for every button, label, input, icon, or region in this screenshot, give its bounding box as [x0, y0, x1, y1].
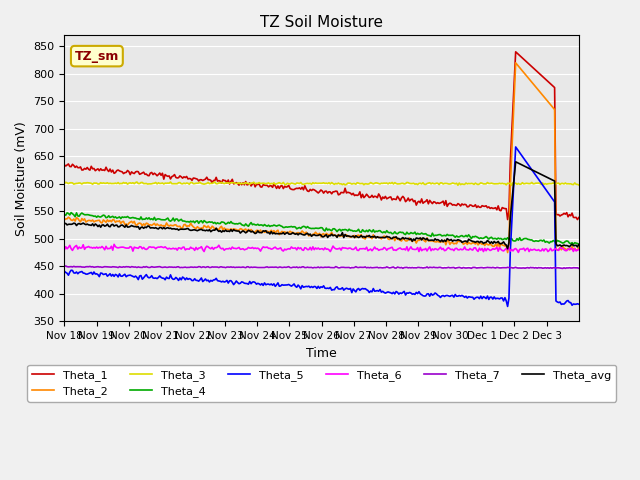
Theta_5 [78, 269, 86, 275]
Theta_7 [61, 264, 68, 269]
Theta_5 [61, 268, 68, 274]
Theta_3 [78, 181, 86, 187]
Theta_6 [573, 247, 581, 253]
Line: Theta_1: Theta_1 [65, 52, 579, 219]
Theta_4 [326, 227, 334, 233]
Theta_4 [79, 211, 87, 217]
Line: Theta_6: Theta_6 [65, 244, 579, 252]
Theta_4 [67, 210, 75, 216]
Line: Theta_avg: Theta_avg [65, 162, 579, 249]
Theta_1 [94, 166, 102, 172]
Line: Theta_2: Theta_2 [65, 63, 579, 252]
Theta_avg [61, 220, 68, 226]
Theta_5 [575, 301, 582, 307]
Theta_3 [575, 182, 582, 188]
Theta_6 [505, 245, 513, 251]
Theta_6 [575, 247, 582, 252]
Theta_3 [505, 180, 513, 186]
Theta_7 [429, 264, 436, 270]
Theta_4 [572, 240, 580, 246]
Theta_7 [62, 263, 70, 269]
Theta_3 [508, 182, 515, 188]
Line: Theta_3: Theta_3 [65, 182, 579, 185]
Theta_avg [94, 224, 102, 229]
Theta_2 [575, 245, 582, 251]
Line: Theta_5: Theta_5 [65, 147, 579, 306]
Theta_1 [575, 215, 582, 220]
Theta_1 [512, 49, 520, 55]
Theta_7 [79, 264, 87, 270]
Theta_1 [325, 189, 333, 194]
Theta_2 [504, 250, 511, 255]
Theta_6 [429, 246, 436, 252]
Theta_1 [428, 199, 435, 205]
Theta_6 [94, 245, 102, 251]
Theta_4 [505, 237, 513, 242]
Theta_1 [572, 215, 580, 220]
Theta_2 [94, 217, 102, 223]
Theta_5 [573, 301, 581, 307]
Theta_3 [429, 180, 436, 186]
Theta_1 [78, 167, 86, 173]
Theta_5 [428, 291, 435, 297]
Theta_4 [95, 214, 103, 220]
Theta_avg [504, 246, 511, 252]
Theta_5 [504, 303, 511, 309]
Theta_1 [504, 216, 511, 222]
X-axis label: Time: Time [306, 347, 337, 360]
Theta_1 [573, 216, 581, 222]
Theta_7 [559, 265, 566, 271]
Theta_3 [326, 181, 334, 187]
Theta_avg [428, 237, 435, 243]
Theta_avg [573, 244, 581, 250]
Theta_7 [505, 264, 513, 270]
Theta_2 [78, 216, 86, 221]
Theta_2 [573, 247, 581, 252]
Theta_6 [515, 250, 522, 255]
Theta_avg [78, 221, 86, 227]
Theta_7 [573, 265, 581, 271]
Theta_avg [325, 233, 333, 239]
Theta_avg [575, 241, 582, 247]
Theta_3 [94, 181, 102, 187]
Legend: Theta_1, Theta_2, Theta_3, Theta_4, Theta_5, Theta_6, Theta_7, Theta_avg: Theta_1, Theta_2, Theta_3, Theta_4, Thet… [28, 365, 616, 401]
Theta_3 [166, 179, 174, 185]
Theta_3 [573, 181, 581, 187]
Theta_5 [512, 144, 520, 150]
Theta_2 [512, 60, 520, 66]
Line: Theta_4: Theta_4 [65, 213, 579, 244]
Theta_4 [429, 230, 436, 236]
Theta_avg [505, 240, 513, 245]
Theta_7 [326, 264, 334, 270]
Theta_7 [95, 264, 103, 270]
Theta_avg [512, 159, 520, 165]
Line: Theta_7: Theta_7 [65, 266, 579, 268]
Theta_3 [61, 180, 68, 186]
Theta_6 [61, 247, 68, 252]
Theta_6 [110, 241, 118, 247]
Theta_1 [61, 162, 68, 168]
Theta_2 [505, 241, 513, 247]
Theta_7 [575, 265, 582, 271]
Theta_6 [326, 249, 334, 254]
Theta_5 [505, 295, 513, 301]
Theta_5 [325, 286, 333, 291]
Y-axis label: Soil Moisture (mV): Soil Moisture (mV) [15, 121, 28, 236]
Theta_2 [325, 232, 333, 238]
Theta_2 [61, 217, 68, 223]
Title: TZ Soil Moisture: TZ Soil Moisture [260, 15, 383, 30]
Theta_2 [428, 238, 435, 244]
Theta_4 [61, 212, 68, 217]
Theta_6 [78, 245, 86, 251]
Theta_5 [94, 272, 102, 277]
Theta_4 [575, 241, 582, 247]
Text: TZ_sm: TZ_sm [75, 49, 119, 62]
